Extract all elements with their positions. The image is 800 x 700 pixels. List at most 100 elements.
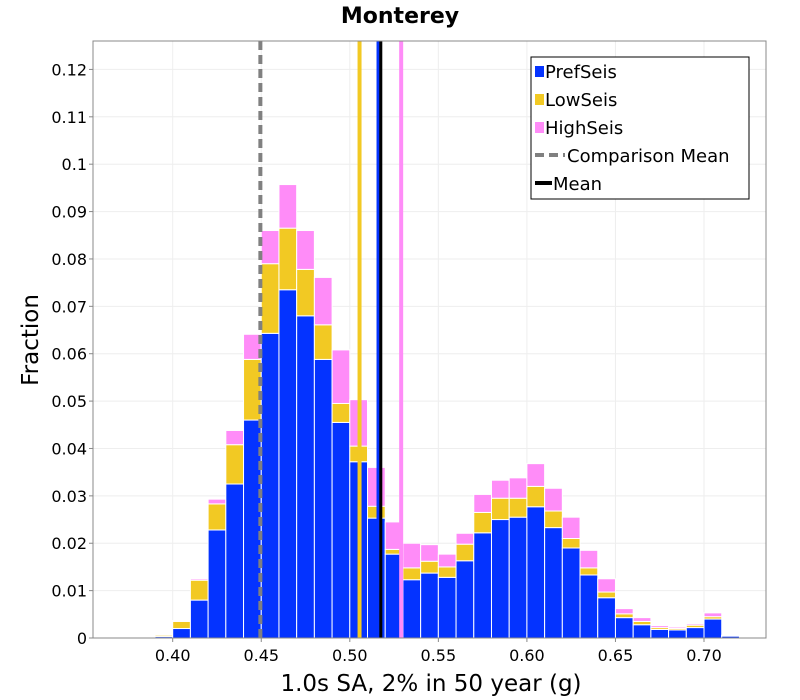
bar-highseis xyxy=(561,516,581,540)
bar-prefseis xyxy=(225,483,245,639)
bar-highseis xyxy=(437,553,457,568)
bar-highseis xyxy=(331,349,351,404)
bar-highseis xyxy=(367,466,386,507)
plot-frame xyxy=(92,40,767,639)
reference-lines xyxy=(258,41,404,638)
bar-prefseis xyxy=(207,529,227,639)
y-tick-label: 0.12 xyxy=(51,60,87,79)
y-tick-label: 0.01 xyxy=(51,582,87,601)
bar-lowseis xyxy=(544,510,563,529)
bar-highseis xyxy=(526,463,546,487)
bar-highseis xyxy=(650,625,670,629)
x-tick-label: 0.70 xyxy=(686,646,722,665)
bar-lowseis xyxy=(402,567,422,581)
bar-lowseis xyxy=(490,497,510,521)
bar-lowseis xyxy=(367,505,386,519)
bar-prefseis xyxy=(632,624,652,639)
x-tick-label: 0.60 xyxy=(509,646,545,665)
bar-prefseis xyxy=(614,617,634,639)
bar-lowseis xyxy=(437,566,457,578)
bar-highseis xyxy=(685,623,705,626)
legend-highseis-label: HighSeis xyxy=(545,118,623,139)
bar-lowseis xyxy=(508,497,528,518)
legend: PrefSeis LowSeis HighSeis Comparison Mean Me… xyxy=(530,56,750,200)
bar-lowseis xyxy=(207,503,227,531)
legend-lowseis-swatch xyxy=(535,94,544,105)
bar-lowseis xyxy=(473,511,492,534)
x-tick-label: 0.45 xyxy=(243,646,279,665)
bar-highseis xyxy=(614,608,634,615)
bar-highseis xyxy=(296,230,315,270)
legend-prefseis-label: PrefSeis xyxy=(545,62,617,83)
bar-prefseis xyxy=(313,358,333,639)
bar-prefseis xyxy=(420,572,439,639)
bar-prefseis xyxy=(668,629,687,639)
bar-highseis xyxy=(508,477,528,499)
y-tick-label: 0 xyxy=(77,629,87,648)
y-tick-label: 0.07 xyxy=(51,297,87,316)
x-axis-title: 1.0s SA, 2% in 50 year (g) xyxy=(280,671,581,697)
bar-highseis xyxy=(420,544,439,562)
bar-prefseis xyxy=(455,560,475,639)
bar-prefseis xyxy=(579,574,599,639)
x-tick-label: 0.40 xyxy=(155,646,191,665)
bar-prefseis xyxy=(685,627,705,639)
bar-prefseis xyxy=(650,628,670,639)
bars-group xyxy=(154,184,740,639)
bar-lowseis xyxy=(225,444,245,485)
bar-lowseis xyxy=(313,324,333,360)
bar-prefseis xyxy=(473,532,492,639)
x-tick-label: 0.55 xyxy=(421,646,457,665)
bar-highseis xyxy=(579,549,599,569)
bar-prefseis xyxy=(172,628,191,639)
bar-prefseis xyxy=(526,506,546,639)
bar-highseis xyxy=(278,184,298,229)
bar-prefseis xyxy=(561,547,581,639)
y-tick-label: 0.1 xyxy=(62,155,87,174)
y-axis-ticks: 0 0.01 0.02 0.03 0.04 0.05 0.06 0.07 0.08 0.09 0.1… xyxy=(51,60,93,648)
legend-lowseis-label: LowSeis xyxy=(545,90,617,111)
bar-lowseis xyxy=(189,579,209,601)
bar-highseis xyxy=(313,276,333,326)
bar-highseis xyxy=(703,612,723,618)
bar-prefseis xyxy=(597,597,616,639)
y-tick-label: 0.11 xyxy=(51,108,87,127)
bar-prefseis xyxy=(402,579,422,639)
y-tick-label: 0.03 xyxy=(51,487,87,506)
bar-highseis xyxy=(597,578,616,593)
bar-prefseis xyxy=(278,289,298,639)
bar-lowseis xyxy=(561,538,581,549)
x-tick-label: 0.65 xyxy=(598,646,634,665)
bar-prefseis xyxy=(296,315,315,639)
bar-lowseis xyxy=(597,591,616,599)
bar-highseis xyxy=(544,487,563,512)
bar-prefseis xyxy=(508,516,528,639)
bar-lowseis xyxy=(331,402,351,423)
bar-highseis xyxy=(490,479,510,499)
bar-highseis xyxy=(189,578,209,581)
bar-lowseis xyxy=(260,263,280,334)
bar-highseis xyxy=(260,230,280,265)
bar-prefseis xyxy=(189,599,209,639)
bar-highseis xyxy=(473,493,492,513)
legend-mean-label: Mean xyxy=(553,174,602,195)
bar-lowseis xyxy=(296,268,315,317)
bar-highseis xyxy=(207,498,227,505)
bar-highseis xyxy=(632,617,652,622)
x-tick-label: 0.50 xyxy=(332,646,368,665)
bar-prefseis xyxy=(544,527,563,639)
bar-highseis xyxy=(455,532,475,545)
legend-comparison-mean-label: Comparison Mean xyxy=(567,146,730,167)
legend-highseis-swatch xyxy=(535,122,544,133)
bar-prefseis xyxy=(260,332,280,639)
bar-prefseis xyxy=(331,421,351,639)
y-tick-label: 0.04 xyxy=(51,439,87,458)
bar-prefseis xyxy=(490,519,510,639)
legend-box xyxy=(530,56,750,200)
bar-prefseis xyxy=(367,517,386,639)
bar-prefseis xyxy=(703,618,723,639)
bar-lowseis xyxy=(420,560,439,574)
y-tick-label: 0.02 xyxy=(51,534,87,553)
y-tick-label: 0.08 xyxy=(51,250,87,269)
